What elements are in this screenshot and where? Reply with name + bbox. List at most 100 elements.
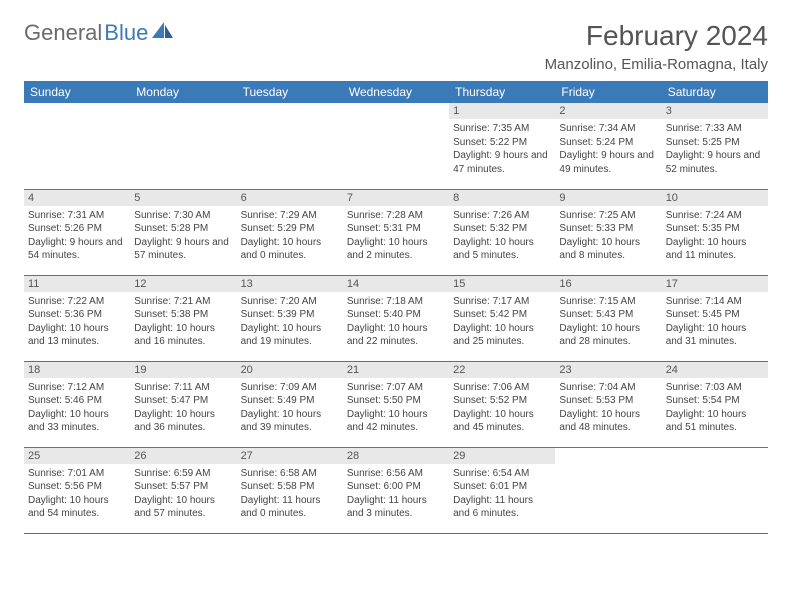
calendar-row: 4Sunrise: 7:31 AMSunset: 5:26 PMDaylight… [24,189,768,275]
day-number: 21 [343,362,449,378]
day-number: 8 [449,190,555,206]
calendar-cell: 10Sunrise: 7:24 AMSunset: 5:35 PMDayligh… [662,189,768,275]
day-number: 1 [449,103,555,119]
calendar-cell: 18Sunrise: 7:12 AMSunset: 5:46 PMDayligh… [24,361,130,447]
daylight-text: Daylight: 10 hours and 45 minutes. [453,408,551,435]
daylight-text: Daylight: 10 hours and 54 minutes. [28,494,126,521]
calendar-cell: 24Sunrise: 7:03 AMSunset: 5:54 PMDayligh… [662,361,768,447]
calendar-cell: 22Sunrise: 7:06 AMSunset: 5:52 PMDayligh… [449,361,555,447]
sunset-text: Sunset: 5:57 PM [134,480,232,494]
day-number: 13 [237,276,343,292]
calendar-cell: 14Sunrise: 7:18 AMSunset: 5:40 PMDayligh… [343,275,449,361]
weekday-sunday: Sunday [24,81,130,103]
sunrise-text: Sunrise: 7:04 AM [559,381,657,395]
sunrise-text: Sunrise: 7:28 AM [347,209,445,223]
calendar-cell: 20Sunrise: 7:09 AMSunset: 5:49 PMDayligh… [237,361,343,447]
daylight-text: Daylight: 11 hours and 0 minutes. [241,494,339,521]
weekday-saturday: Saturday [662,81,768,103]
sunset-text: Sunset: 5:25 PM [666,136,764,150]
sunset-text: Sunset: 5:40 PM [347,308,445,322]
sunrise-text: Sunrise: 7:14 AM [666,295,764,309]
day-number: 18 [24,362,130,378]
sunrise-text: Sunrise: 6:54 AM [453,467,551,481]
sunset-text: Sunset: 5:42 PM [453,308,551,322]
day-number: 29 [449,448,555,464]
logo-text-general: General [24,20,102,46]
sunrise-text: Sunrise: 7:25 AM [559,209,657,223]
sunrise-text: Sunrise: 7:03 AM [666,381,764,395]
day-number: 6 [237,190,343,206]
sunrise-text: Sunrise: 7:22 AM [28,295,126,309]
calendar-cell: 27Sunrise: 6:58 AMSunset: 5:58 PMDayligh… [237,447,343,533]
sunrise-text: Sunrise: 7:29 AM [241,209,339,223]
location-text: Manzolino, Emilia-Romagna, Italy [545,56,768,73]
calendar-cell: 7 Sunrise: 7:28 AMSunset: 5:31 PMDaylight… [343,189,449,275]
title-block: February 2024 Manzolino, Emilia-Romagna,… [545,20,768,73]
daylight-text: Daylight: 10 hours and 5 minutes. [453,236,551,263]
logo-sail-icon [152,20,174,46]
sunset-text: Sunset: 5:32 PM [453,222,551,236]
calendar-cell [555,447,661,533]
sunset-text: Sunset: 5:56 PM [28,480,126,494]
sunrise-text: Sunrise: 7:17 AM [453,295,551,309]
sunrise-text: Sunrise: 6:59 AM [134,467,232,481]
calendar-cell: 4Sunrise: 7:31 AMSunset: 5:26 PMDaylight… [24,189,130,275]
day-number: 7 [343,190,449,206]
weekday-tuesday: Tuesday [237,81,343,103]
sunrise-text: Sunrise: 7:20 AM [241,295,339,309]
sunset-text: Sunset: 5:36 PM [28,308,126,322]
day-number: 3 [662,103,768,119]
daylight-text: Daylight: 9 hours and 47 minutes. [453,149,551,176]
day-number: 2 [555,103,661,119]
day-number: 28 [343,448,449,464]
daylight-text: Daylight: 10 hours and 39 minutes. [241,408,339,435]
sunrise-text: Sunrise: 7:18 AM [347,295,445,309]
daylight-text: Daylight: 10 hours and 2 minutes. [347,236,445,263]
day-number: 15 [449,276,555,292]
calendar-cell [237,103,343,189]
day-number: 20 [237,362,343,378]
sunset-text: Sunset: 5:49 PM [241,394,339,408]
sunset-text: Sunset: 5:47 PM [134,394,232,408]
calendar-cell [24,103,130,189]
weekday-thursday: Thursday [449,81,555,103]
brand-logo: GeneralBlue [24,20,174,46]
calendar-cell [343,103,449,189]
day-number: 23 [555,362,661,378]
sunset-text: Sunset: 5:31 PM [347,222,445,236]
daylight-text: Daylight: 10 hours and 57 minutes. [134,494,232,521]
sunrise-text: Sunrise: 7:11 AM [134,381,232,395]
calendar-row: 1Sunrise: 7:35 AMSunset: 5:22 PMDaylight… [24,103,768,189]
calendar-cell: 29Sunrise: 6:54 AMSunset: 6:01 PMDayligh… [449,447,555,533]
sunset-text: Sunset: 5:22 PM [453,136,551,150]
calendar-cell: 25Sunrise: 7:01 AMSunset: 5:56 PMDayligh… [24,447,130,533]
day-number: 10 [662,190,768,206]
daylight-text: Daylight: 9 hours and 52 minutes. [666,149,764,176]
calendar-cell: 1Sunrise: 7:35 AMSunset: 5:22 PMDaylight… [449,103,555,189]
sunrise-text: Sunrise: 7:26 AM [453,209,551,223]
calendar-weekday-header: Sunday Monday Tuesday Wednesday Thursday… [24,81,768,103]
daylight-text: Daylight: 10 hours and 28 minutes. [559,322,657,349]
sunset-text: Sunset: 5:38 PM [134,308,232,322]
calendar-cell: 5Sunrise: 7:30 AMSunset: 5:28 PMDaylight… [130,189,236,275]
day-number: 27 [237,448,343,464]
sunrise-text: Sunrise: 7:21 AM [134,295,232,309]
sunset-text: Sunset: 5:39 PM [241,308,339,322]
calendar-cell: 8 Sunrise: 7:26 AMSunset: 5:32 PMDaylight… [449,189,555,275]
calendar-cell [662,447,768,533]
sunrise-text: Sunrise: 7:07 AM [347,381,445,395]
weekday-wednesday: Wednesday [343,81,449,103]
daylight-text: Daylight: 11 hours and 6 minutes. [453,494,551,521]
calendar-cell: 13Sunrise: 7:20 AMSunset: 5:39 PMDayligh… [237,275,343,361]
sunrise-text: Sunrise: 7:01 AM [28,467,126,481]
calendar-cell: 19Sunrise: 7:11 AMSunset: 5:47 PMDayligh… [130,361,236,447]
day-number: 14 [343,276,449,292]
sunrise-text: Sunrise: 7:34 AM [559,122,657,136]
sunset-text: Sunset: 5:33 PM [559,222,657,236]
weekday-friday: Friday [555,81,661,103]
calendar-cell: 12Sunrise: 7:21 AMSunset: 5:38 PMDayligh… [130,275,236,361]
day-number: 9 [555,190,661,206]
daylight-text: Daylight: 10 hours and 36 minutes. [134,408,232,435]
calendar-cell: 28Sunrise: 6:56 AMSunset: 6:00 PMDayligh… [343,447,449,533]
day-number: 22 [449,362,555,378]
